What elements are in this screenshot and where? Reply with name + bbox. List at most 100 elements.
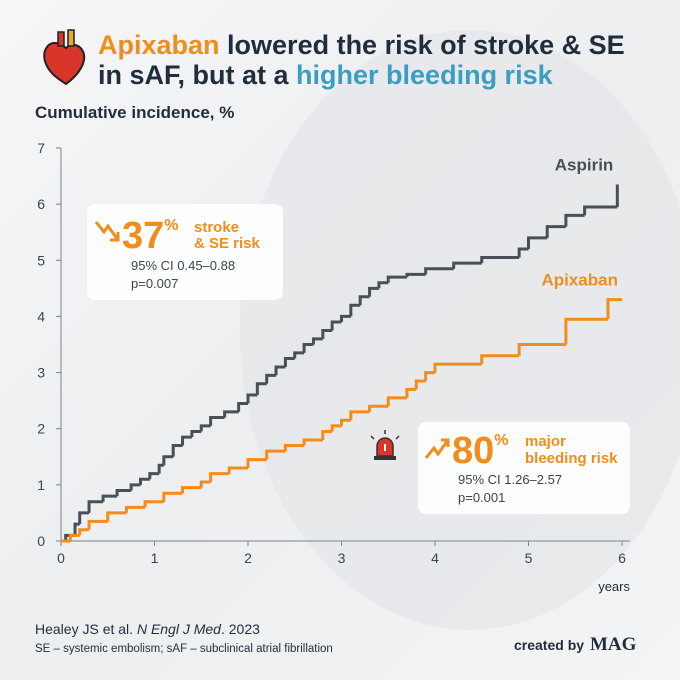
step-segment xyxy=(227,466,248,474)
y-tick-label: 6 xyxy=(37,196,45,212)
step-segment xyxy=(358,295,370,306)
step-segment xyxy=(349,410,370,421)
plot-area: 0 1 2 3 4 5 6 7 0 1 2 3 4 5 6 Aspirin Apixaban xyxy=(37,140,630,566)
step-segment xyxy=(68,533,80,541)
step-segment xyxy=(246,458,267,469)
step-segment xyxy=(237,401,248,412)
y-tick-label: 4 xyxy=(37,308,45,324)
step-segment xyxy=(564,213,585,227)
step-segment xyxy=(368,404,389,412)
step-segment xyxy=(424,267,454,275)
x-tick-label: 1 xyxy=(151,550,159,566)
step-segment xyxy=(340,314,351,323)
step-segment xyxy=(480,255,520,264)
title-highlight: higher bleeding risk xyxy=(296,60,554,90)
step-segment xyxy=(87,500,104,513)
title-line-1: Apixaban lowered the risk of stroke & SE xyxy=(98,30,625,60)
y-tick-label: 7 xyxy=(37,140,45,156)
y-tick-label: 0 xyxy=(37,533,45,549)
step-segment xyxy=(181,486,202,494)
citation-authors: Healey JS et al. xyxy=(35,621,137,637)
step-segment xyxy=(424,371,435,381)
step-segment xyxy=(368,286,379,297)
x-tick-label: 0 xyxy=(57,550,65,566)
step-segment xyxy=(433,362,482,373)
step-segment xyxy=(78,511,90,525)
series-label: Apixaban xyxy=(541,271,618,290)
annotation-number: 37 xyxy=(122,215,164,257)
series-label: Aspirin xyxy=(555,155,614,174)
step-segment xyxy=(311,337,323,345)
step-segment xyxy=(209,415,225,426)
y-tick-label: 3 xyxy=(37,365,45,381)
step-segment xyxy=(143,500,164,508)
step-segment xyxy=(199,480,211,488)
step-segment xyxy=(255,382,267,396)
title-highlight: Apixaban xyxy=(98,30,220,60)
step-segment xyxy=(330,424,342,432)
step-segment xyxy=(73,522,80,536)
step-segment xyxy=(321,430,333,440)
heart-icon xyxy=(43,29,86,86)
y-axis-label: Cumulative incidence, % xyxy=(35,103,234,122)
citation: Healey JS et al. N Engl J Med. 2023 xyxy=(35,621,260,637)
annotation-box xyxy=(87,204,283,300)
step-segment xyxy=(527,236,548,250)
annotation-unit: % xyxy=(164,217,178,234)
annotation-ci: 95% CI 1.26–2.57 xyxy=(458,472,562,487)
x-tick-label: 6 xyxy=(618,550,626,566)
annotation-label: & SE risk xyxy=(194,235,261,252)
step-segment xyxy=(138,477,150,485)
step-segment xyxy=(78,528,90,536)
y-tick-label: 5 xyxy=(37,252,45,268)
annotation-value: 80% xyxy=(452,430,509,472)
step-segment xyxy=(265,449,286,460)
step-segment xyxy=(223,410,239,418)
step-segment xyxy=(583,205,618,216)
photo-shade xyxy=(240,30,680,630)
title-line-2: in sAF, but at a higher bleeding risk xyxy=(98,60,554,90)
annotation-ci: 95% CI 0.45–0.88 xyxy=(131,258,235,273)
y-tick-label: 2 xyxy=(37,421,45,437)
step-segment xyxy=(162,455,174,466)
annotation-value: 37% xyxy=(122,215,179,257)
step-segment xyxy=(405,387,417,398)
step-segment xyxy=(171,444,183,457)
citation-journal: N Engl J Med xyxy=(137,621,222,637)
annotation-p: p=0.007 xyxy=(131,276,178,291)
step-segment xyxy=(124,505,146,513)
step-segment xyxy=(265,373,277,384)
step-segment xyxy=(115,488,132,497)
step-segment xyxy=(181,435,192,446)
alarm-icon xyxy=(370,430,400,460)
step-segment xyxy=(209,472,230,483)
step-segment xyxy=(405,272,426,278)
citation-year: . 2023 xyxy=(221,621,260,637)
step-segment xyxy=(283,357,295,367)
annotation-number: 80 xyxy=(452,430,494,472)
footnote: SE – systemic embolism; sAF – subclinica… xyxy=(35,643,333,655)
credit-text: created by xyxy=(514,637,584,653)
step-segment xyxy=(293,351,305,359)
x-tick-label: 4 xyxy=(431,550,439,566)
step-segment xyxy=(386,275,407,283)
step-segment xyxy=(274,365,286,376)
annotation-label: bleeding risk xyxy=(525,450,618,467)
step-segment xyxy=(517,247,529,258)
annotation-box xyxy=(418,422,630,514)
step-segment xyxy=(517,343,566,356)
up-arrow-icon xyxy=(424,438,450,459)
step-segment xyxy=(157,463,164,474)
step-segment xyxy=(162,491,183,502)
annotation-p: p=0.001 xyxy=(458,490,505,505)
credit-logo: MAG xyxy=(590,634,637,655)
step-segment xyxy=(340,418,351,426)
step-segment xyxy=(330,320,342,331)
title-text: lowered the risk of stroke & SE xyxy=(227,30,625,60)
down-arrow-icon xyxy=(94,221,120,242)
step-segment xyxy=(606,298,622,320)
step-segment xyxy=(87,519,108,530)
x-tick-label: 5 xyxy=(525,550,533,566)
step-segment xyxy=(414,379,426,390)
